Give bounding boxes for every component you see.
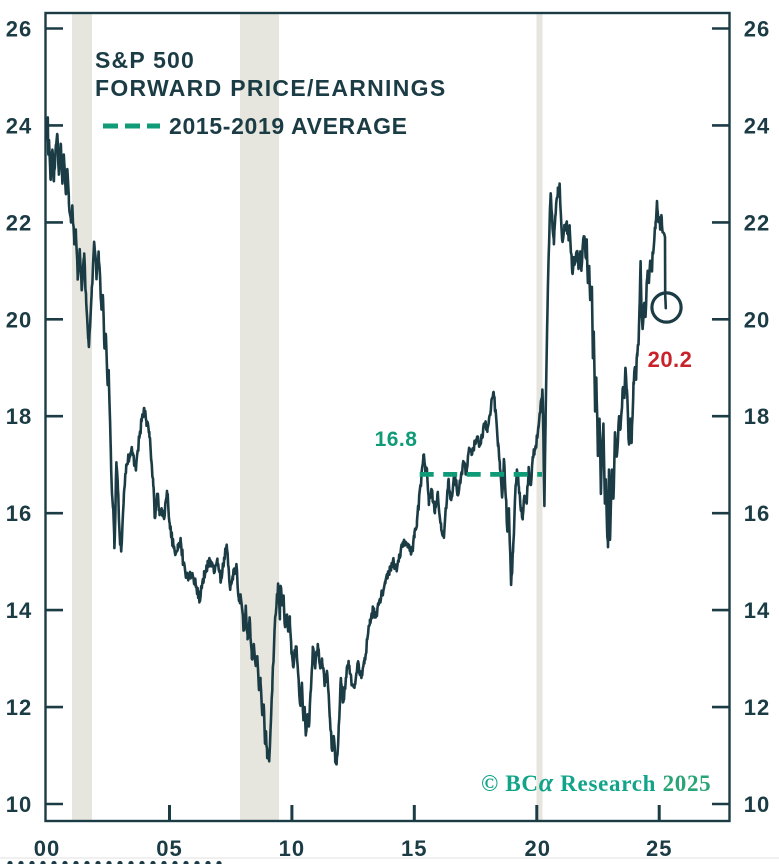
svg-text:FORWARD PRICE/EARNINGS: FORWARD PRICE/EARNINGS <box>95 75 446 101</box>
svg-text:© BCα Research 2025: © BCα Research 2025 <box>481 768 711 797</box>
svg-text:20.2: 20.2 <box>648 347 693 372</box>
svg-text:14: 14 <box>744 598 770 623</box>
svg-text:10: 10 <box>6 792 32 817</box>
svg-text:10: 10 <box>744 792 770 817</box>
svg-text:12: 12 <box>744 695 770 720</box>
svg-text:18: 18 <box>6 404 32 429</box>
svg-text:12: 12 <box>6 695 32 720</box>
svg-text:26: 26 <box>744 17 770 42</box>
svg-text:16: 16 <box>744 501 770 526</box>
svg-text:16.8: 16.8 <box>375 428 418 451</box>
svg-text:18: 18 <box>744 404 770 429</box>
svg-text:20: 20 <box>6 307 32 332</box>
svg-text:20: 20 <box>524 836 550 861</box>
svg-text:S&P 500: S&P 500 <box>95 47 195 73</box>
svg-text:2015-2019 AVERAGE: 2015-2019 AVERAGE <box>169 113 408 139</box>
svg-text:24: 24 <box>6 113 32 138</box>
svg-text:00: 00 <box>34 836 60 861</box>
svg-text:10: 10 <box>279 836 305 861</box>
svg-text:16: 16 <box>6 501 32 526</box>
svg-text:26: 26 <box>6 17 32 42</box>
svg-text:22: 22 <box>744 210 770 235</box>
svg-text:24: 24 <box>744 113 770 138</box>
svg-text:05: 05 <box>156 836 182 861</box>
svg-text:25: 25 <box>646 836 672 861</box>
svg-text:20: 20 <box>744 307 770 332</box>
svg-text:14: 14 <box>6 598 32 623</box>
svg-text:22: 22 <box>6 210 32 235</box>
svg-text:15: 15 <box>401 836 427 861</box>
